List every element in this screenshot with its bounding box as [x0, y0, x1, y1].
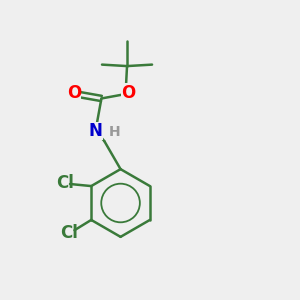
Text: O: O — [121, 84, 135, 102]
Text: O: O — [67, 84, 81, 102]
Text: Cl: Cl — [56, 174, 74, 192]
Text: H: H — [109, 125, 121, 139]
Text: Cl: Cl — [60, 224, 78, 242]
Text: N: N — [88, 122, 103, 140]
